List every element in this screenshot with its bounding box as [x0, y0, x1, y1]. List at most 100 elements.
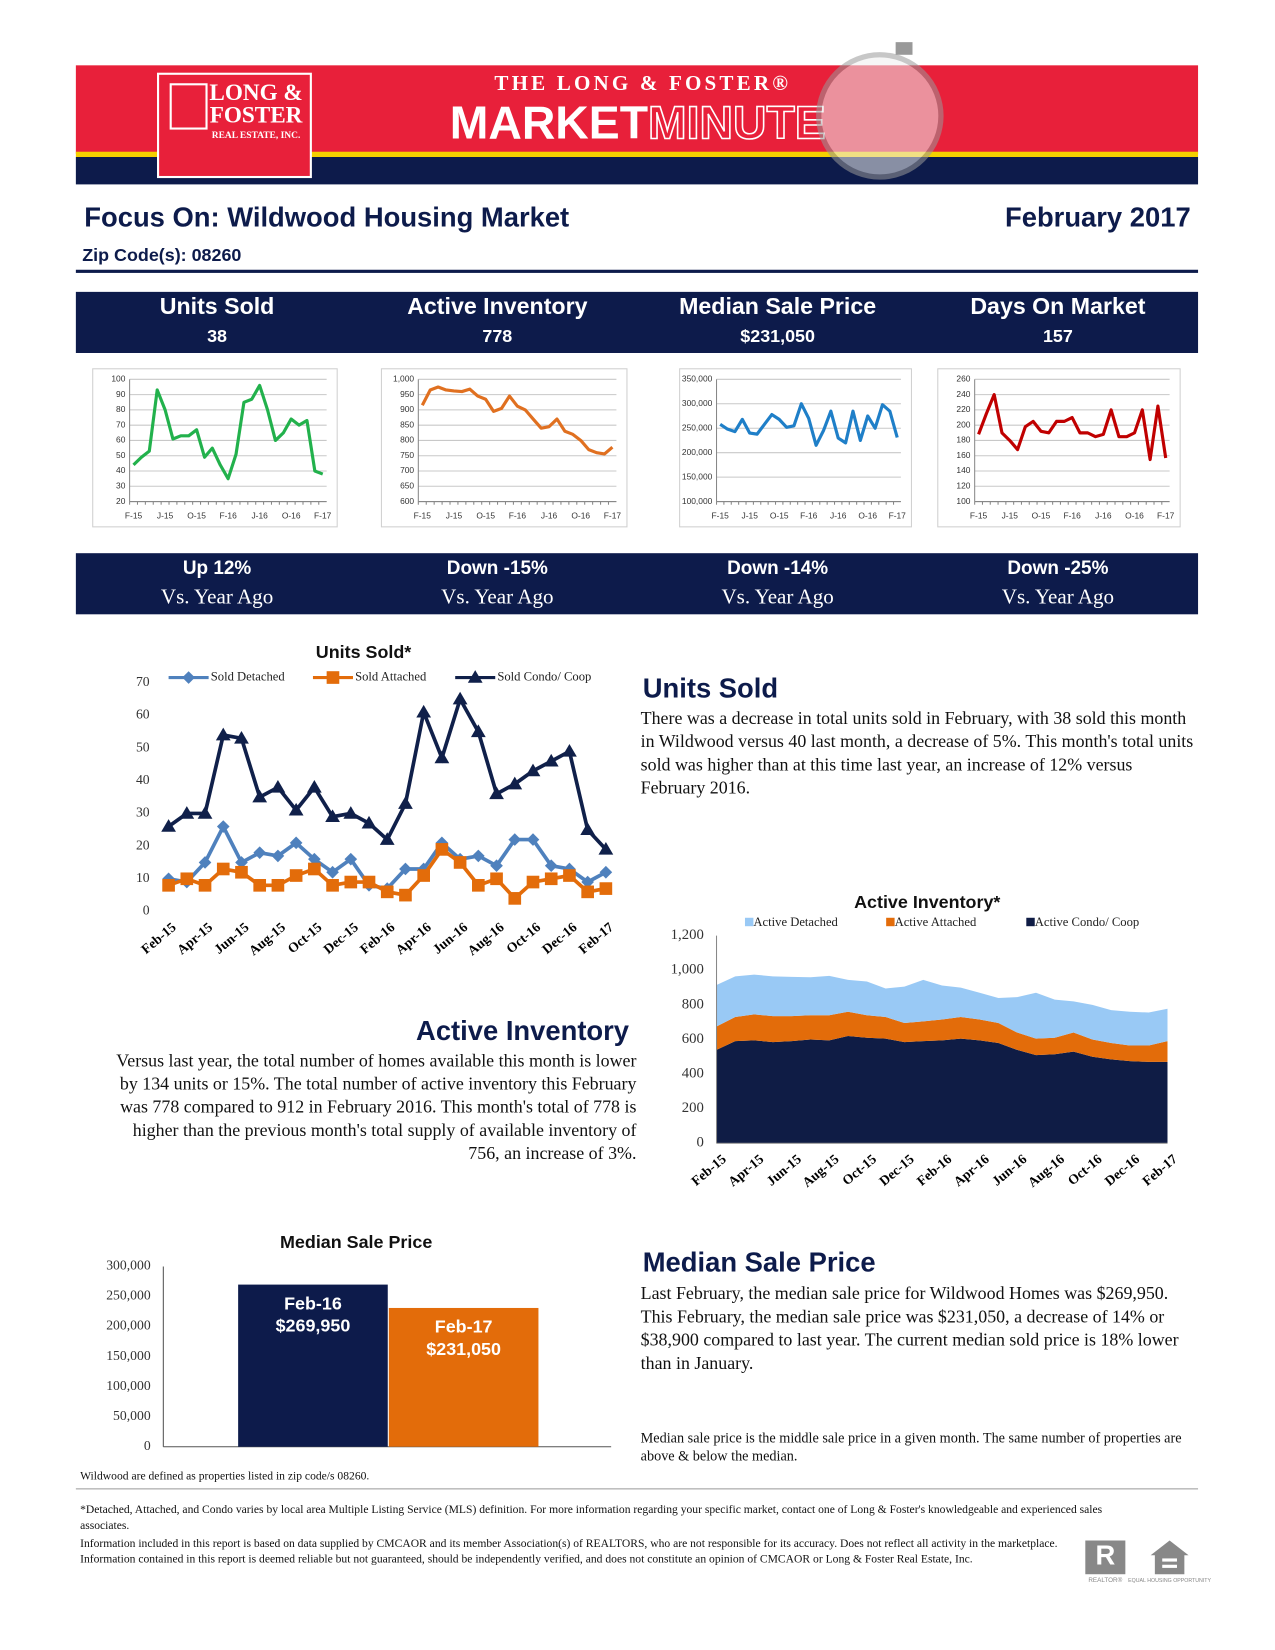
x-tick-label: F-15 [414, 511, 432, 521]
section-heading: Units Sold [643, 672, 778, 703]
footer-definition: Wildwood are defined as properties liste… [80, 1469, 370, 1483]
y-tick-label: 150,000 [106, 1348, 151, 1363]
y-tick-label: 30 [116, 481, 126, 491]
x-tick-label: Oct-15 [839, 1151, 879, 1188]
line [132, 383, 324, 481]
marker [380, 885, 394, 899]
x-tick-label: F-17 [889, 511, 907, 521]
marker [198, 856, 212, 869]
y-tick-label: 100 [111, 374, 125, 384]
bar-category: Feb-17 [435, 1317, 493, 1337]
x-tick-label: F-17 [1157, 511, 1175, 521]
y-tick-label: 260 [956, 374, 970, 384]
marker [234, 730, 249, 744]
section-heading: Active Inventory [416, 1015, 630, 1046]
legend-marker [467, 670, 483, 683]
stat-compare: Vs. Year Ago [441, 584, 553, 608]
x-tick-label: F-15 [970, 511, 988, 521]
x-tick-label: Dec-16 [539, 919, 580, 956]
stat-label: Median Sale Price [679, 293, 876, 319]
y-tick-label: 600 [682, 1031, 704, 1047]
marker [179, 806, 195, 819]
marker [472, 878, 485, 892]
brand-minute: MINUTE [648, 97, 826, 149]
stat-compare: Vs. Year Ago [1002, 584, 1114, 608]
section-text: Versus last year, the total number of ho… [116, 1050, 637, 1164]
x-tick-label: O-16 [571, 511, 590, 521]
marker [198, 878, 212, 892]
y-tick-label: 240 [956, 389, 970, 399]
legend-label: Sold Condo/ Coop [497, 669, 591, 683]
y-tick-label: 0 [143, 903, 150, 918]
stat-label: Days On Market [970, 293, 1145, 319]
x-tick-label: F-15 [712, 511, 730, 521]
x-tick-label: F-16 [1063, 511, 1081, 521]
x-tick-label: Oct-15 [285, 919, 325, 956]
marker [580, 822, 596, 836]
y-tick-label: 40 [136, 772, 150, 787]
y-tick-label: 100,000 [106, 1378, 151, 1393]
legend-swatch [1026, 917, 1035, 927]
section-note: Median sale price is the middle sale pri… [640, 1429, 1182, 1464]
y-tick-label: 180 [956, 435, 970, 445]
logo-box [157, 72, 312, 179]
x-tick-label: F-16 [509, 511, 527, 521]
legend-label: Active Condo/ Coop [1035, 915, 1140, 929]
bar [388, 1307, 539, 1447]
y-tick-label: 100 [956, 496, 970, 506]
x-tick-label: Aug-16 [465, 919, 507, 958]
y-tick-label: 200 [682, 1100, 704, 1116]
x-tick-label: Apr-16 [951, 1151, 992, 1189]
x-tick-label: Feb-15 [138, 919, 179, 956]
marker [325, 809, 340, 822]
y-tick-label: 70 [136, 674, 150, 689]
x-tick-label: Jun-15 [764, 1151, 805, 1189]
x-tick-label: O-16 [858, 511, 877, 521]
y-tick-label: 250,000 [106, 1288, 151, 1303]
y-tick-label: 800 [400, 435, 414, 445]
equal-housing-bar [1162, 1558, 1177, 1562]
y-tick-label: 0 [696, 1135, 703, 1151]
marker [598, 842, 614, 855]
x-tick-label: F-17 [314, 511, 332, 521]
stats-bar [75, 291, 1199, 353]
marker [361, 815, 377, 829]
x-tick-label: Apr-16 [393, 919, 434, 957]
x-tick-label: O-16 [282, 511, 301, 521]
x-tick-label: J-15 [157, 511, 174, 521]
marker [271, 849, 285, 863]
y-tick-label: 300,000 [106, 1258, 151, 1273]
marker [362, 875, 376, 889]
y-tick-label: 1,000 [671, 962, 704, 978]
x-tick-label: J-15 [1002, 511, 1019, 521]
y-tick-label: 50,000 [113, 1408, 151, 1423]
y-tick-label: 20 [116, 496, 126, 506]
y-tick-label: 80 [116, 404, 126, 414]
x-tick-label: Feb-17 [576, 919, 617, 956]
x-tick-label: F-15 [125, 511, 143, 521]
marker [435, 843, 449, 856]
y-tick-label: 700 [400, 465, 414, 475]
x-tick-label: Aug-15 [246, 919, 288, 958]
stat-compare: Vs. Year Ago [161, 584, 273, 608]
x-tick-label: J-16 [1095, 511, 1112, 521]
marker [489, 786, 504, 800]
x-tick-label: Aug-15 [799, 1151, 841, 1190]
marker [343, 806, 359, 819]
section-text: Last February, the median sale price for… [640, 1283, 1179, 1373]
marker [235, 865, 248, 879]
stat-value: 38 [207, 326, 227, 346]
x-tick-label: Apr-15 [725, 1151, 766, 1189]
y-tick-label: 250,000 [682, 422, 713, 432]
legend-label: Sold Attached [355, 669, 427, 683]
stat-value: 157 [1043, 326, 1073, 346]
x-tick-label: Oct-16 [1065, 1151, 1105, 1188]
y-tick-label: 750 [400, 450, 414, 460]
marker [526, 875, 540, 889]
x-tick-label: Feb-16 [914, 1151, 955, 1188]
marker [215, 727, 231, 741]
x-tick-label: O-15 [476, 511, 495, 521]
